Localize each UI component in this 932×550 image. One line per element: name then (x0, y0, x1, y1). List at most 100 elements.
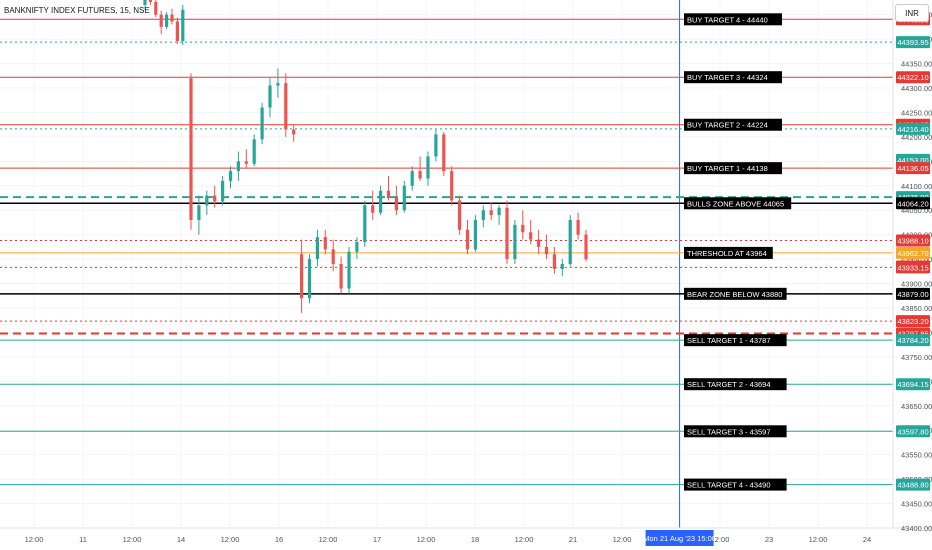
price-tag-label: 43784.20 (897, 336, 928, 345)
candle-body (473, 220, 477, 250)
candle-body (497, 207, 501, 216)
price-tag-label: 43597.80 (897, 427, 928, 436)
level-text-box (684, 118, 782, 131)
candle-body (339, 264, 343, 289)
currency-button[interactable]: INR (895, 4, 929, 22)
gridlines (0, 0, 893, 529)
level-text-box (684, 334, 787, 347)
price-tag-box (896, 425, 930, 438)
price-tick-label: 44250.00 (901, 108, 932, 117)
level-text-label: SELL TARGET 3 - 43597 (687, 427, 771, 436)
price-tick-label: 44300.00 (901, 84, 932, 93)
price-tick-label: 43650.00 (901, 402, 932, 411)
candle-body (315, 237, 319, 260)
price-tag-box (896, 315, 930, 328)
price-tag-box (896, 71, 930, 84)
price-tag-box (896, 261, 930, 274)
level-text-label: SELL TARGET 4 - 43490 (687, 481, 771, 490)
price-tick-label: 43550.00 (901, 451, 932, 460)
price-tag-box (896, 246, 930, 259)
level-text-box (684, 378, 787, 391)
candle-body (568, 220, 572, 264)
candle-body (355, 242, 359, 252)
price-tag-box (896, 287, 930, 300)
candle-body (505, 207, 509, 260)
price-axis[interactable]: 44450.0044400.0044350.0044300.0044250.00… (896, 11, 932, 533)
price-tag-box (896, 378, 930, 391)
price-tick-label: 44350.00 (901, 60, 932, 69)
candle-body (513, 224, 517, 260)
time-tick-label: 12:00 (25, 535, 44, 544)
candle-body (228, 171, 233, 181)
candle-body (465, 229, 470, 250)
candle-body (143, 0, 147, 5)
time-tick-label: 12:00 (613, 535, 632, 544)
level-text-label: BUY TARGET 1 - 44138 (687, 164, 768, 173)
candle-body (410, 171, 414, 186)
crosshair-time-label: Mon 21 Aug '23 15:00 (643, 534, 716, 543)
candle-body (544, 246, 549, 255)
level-text-label: BUY TARGET 2 - 44224 (687, 121, 768, 130)
level-text-label: BEAR ZONE BELOW 43880 (687, 290, 782, 299)
candle-body (489, 210, 493, 216)
price-tag-label: 44064.20 (897, 199, 928, 208)
candle-body (560, 264, 564, 269)
price-tag-box (896, 197, 930, 210)
time-tick-label: 11 (79, 535, 87, 544)
candle-body (181, 9, 185, 42)
time-tick-label: 21 (569, 535, 577, 544)
candle-body (379, 190, 383, 213)
time-tick-label: 24 (863, 535, 871, 544)
candle-body (307, 259, 312, 299)
price-tick-label: 44100.00 (901, 182, 932, 191)
price-tag-box (896, 334, 930, 347)
price-tick-label: 44050.00 (901, 206, 932, 215)
crosshair-time-box (645, 530, 714, 546)
candle-body (576, 220, 580, 235)
time-axis[interactable]: 12:00 11 12:00 14 12:00 16 12:00 17 12:00 18 12:00… (25, 530, 872, 546)
price-tag-label: 44322.10 (897, 73, 928, 82)
price-tag-label: 44216.40 (897, 125, 928, 134)
level-text-box (684, 287, 787, 300)
price-tag-label: 43694.15 (897, 380, 928, 389)
price-tag-box (896, 478, 930, 491)
level-text-box (684, 13, 782, 26)
time-tick-label: 17 (373, 535, 381, 544)
time-tick-label: 16 (275, 535, 283, 544)
price-tag-box (896, 36, 930, 49)
candle-body (371, 205, 375, 213)
price-tag-label: 43797.85 (897, 329, 928, 338)
candle-body (323, 237, 327, 250)
candle-body (148, 0, 152, 2)
candle-body (175, 21, 179, 42)
candle-body (236, 161, 240, 172)
price-tag-label: 44393.95 (897, 38, 928, 47)
candle-body (244, 161, 248, 164)
level-text-box (684, 71, 782, 84)
level-text-label: SELL TARGET 1 - 43787 (687, 336, 771, 345)
price-tick-label: 43900.00 (901, 280, 932, 289)
level-text-label: BUY TARGET 4 - 44440 (687, 15, 768, 24)
level-text-box (684, 246, 773, 259)
level-text-label: SELL TARGET 2 - 43694 (687, 380, 771, 389)
time-tick-label: 12:00 (319, 535, 338, 544)
candle-body (521, 224, 525, 233)
price-tick-label: 43400.00 (901, 524, 932, 533)
time-tick-label: 18 (471, 535, 479, 544)
candle-body (552, 254, 556, 269)
candle-body (347, 251, 351, 289)
price-tag-box (896, 234, 930, 247)
candle-body (481, 210, 485, 220)
level-text-box (684, 162, 782, 175)
candle-body (426, 156, 430, 179)
chart-title: BANKNIFTY INDEX FUTURES, 15, NSE (4, 6, 150, 15)
candle-body (442, 134, 446, 172)
time-tick-label: 12:00 (515, 535, 534, 544)
candle-body (394, 198, 398, 211)
price-tick-label: 43950.00 (901, 255, 932, 264)
candle-body (205, 195, 209, 206)
candle-body (165, 14, 169, 27)
candle-body (537, 239, 541, 247)
candle-body (331, 249, 335, 264)
